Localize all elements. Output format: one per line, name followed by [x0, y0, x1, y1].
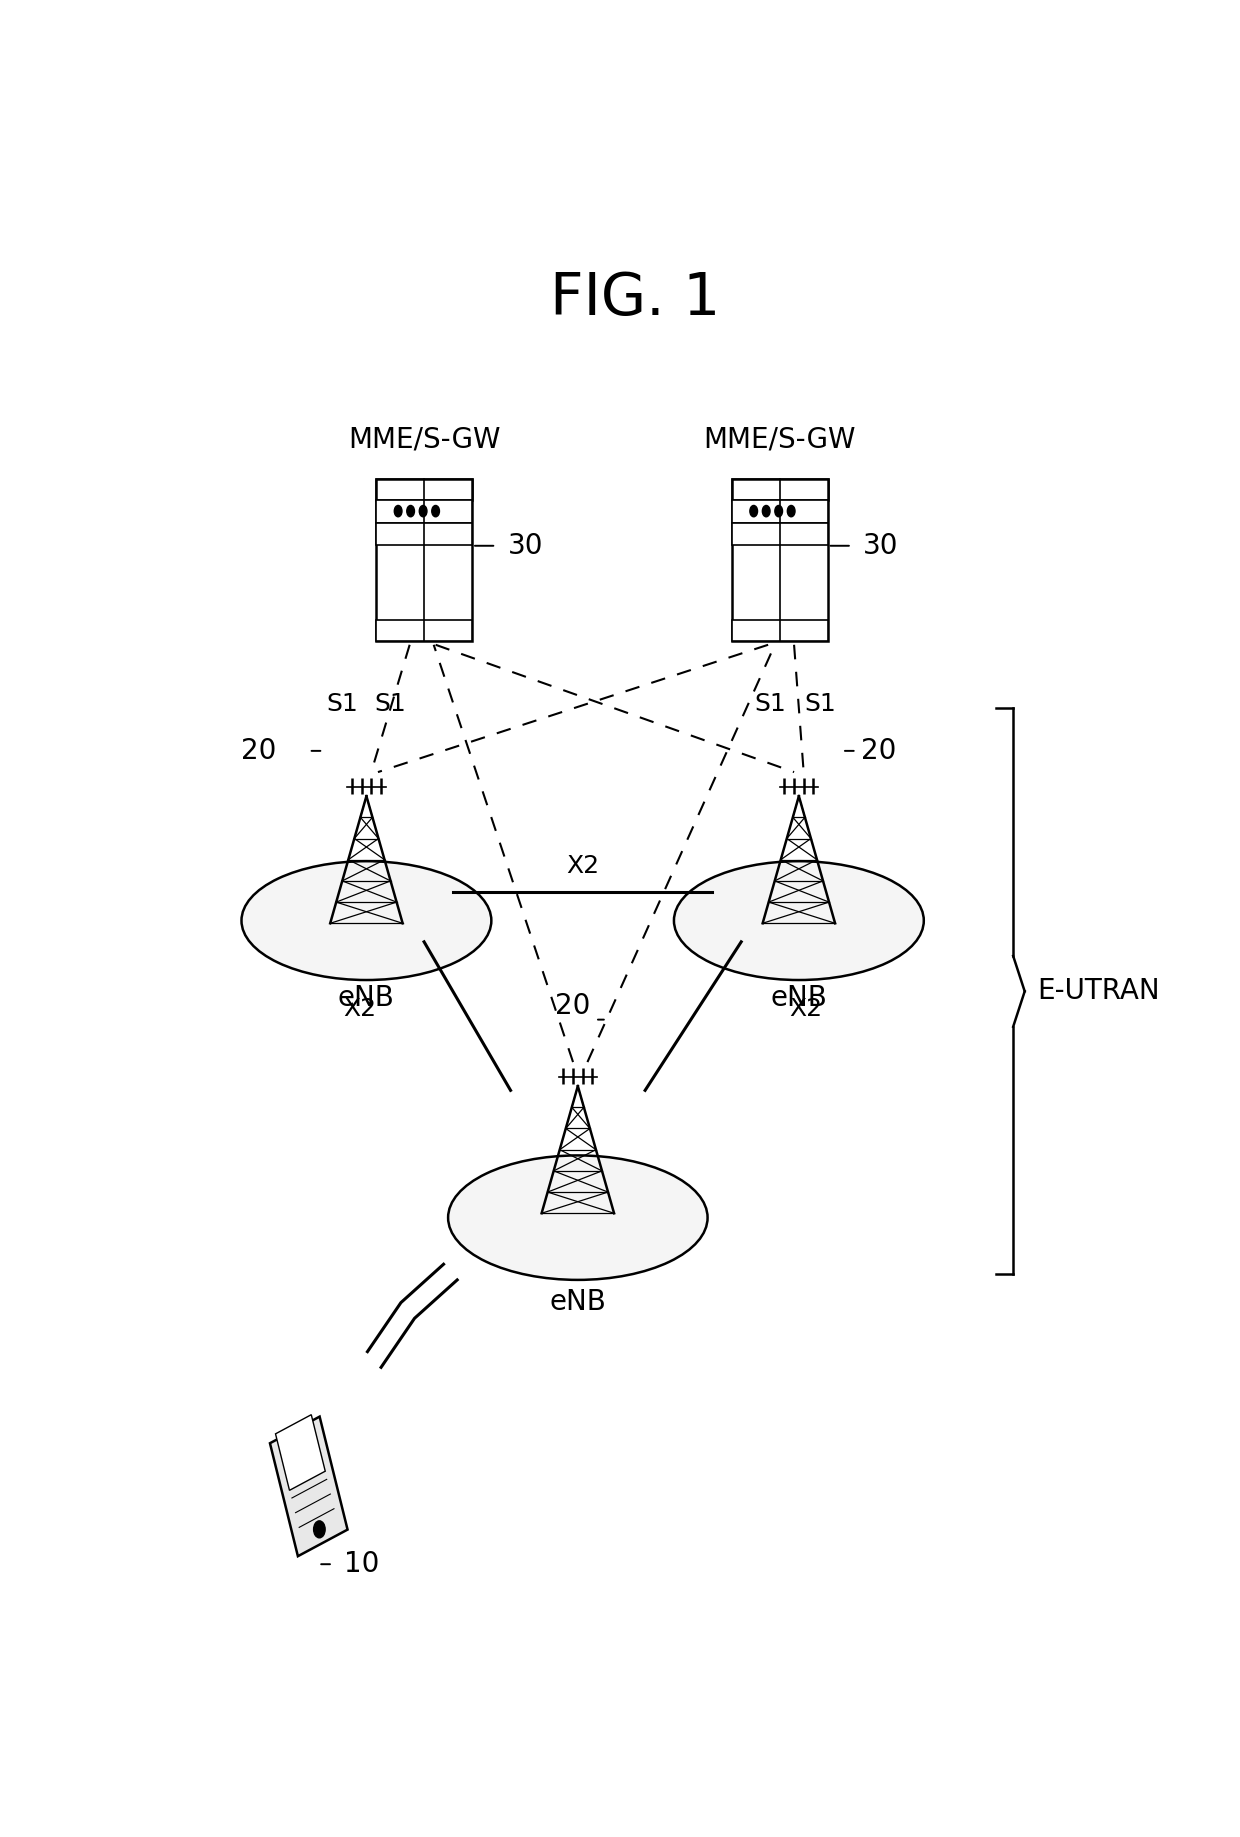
Bar	[732, 522, 828, 546]
Text: S1: S1	[326, 691, 358, 715]
Text: X2: X2	[343, 997, 376, 1021]
Text: S1: S1	[374, 691, 407, 715]
Bar	[732, 479, 828, 500]
Text: X2: X2	[789, 997, 822, 1021]
Circle shape	[763, 505, 770, 516]
Text: X2: X2	[567, 854, 599, 878]
Bar	[376, 479, 472, 641]
Circle shape	[775, 505, 782, 516]
Circle shape	[314, 1521, 325, 1538]
Ellipse shape	[242, 862, 491, 979]
Bar	[376, 522, 472, 546]
Text: S1: S1	[754, 691, 786, 715]
Circle shape	[432, 505, 439, 516]
Text: 30: 30	[863, 531, 899, 560]
Bar	[732, 500, 828, 522]
Polygon shape	[275, 1414, 325, 1490]
Text: MME/S-GW: MME/S-GW	[348, 426, 500, 454]
Ellipse shape	[448, 1155, 708, 1280]
Circle shape	[787, 505, 795, 516]
Polygon shape	[270, 1416, 347, 1556]
Bar	[376, 621, 472, 641]
Bar	[376, 500, 472, 522]
Text: 10: 10	[345, 1550, 379, 1578]
Bar	[376, 479, 472, 500]
Text: 20: 20	[862, 737, 897, 764]
Text: MME/S-GW: MME/S-GW	[703, 426, 856, 454]
Text: E-UTRAN: E-UTRAN	[1037, 977, 1159, 1005]
Text: eNB: eNB	[339, 985, 394, 1012]
Circle shape	[750, 505, 758, 516]
Text: 20: 20	[556, 992, 590, 1020]
Text: 30: 30	[507, 531, 543, 560]
Text: 20: 20	[242, 737, 277, 764]
Bar	[732, 479, 828, 641]
Bar	[732, 621, 828, 641]
Circle shape	[407, 505, 414, 516]
Circle shape	[394, 505, 402, 516]
Text: eNB: eNB	[549, 1288, 606, 1317]
Text: S1: S1	[804, 691, 836, 715]
Text: eNB: eNB	[770, 985, 827, 1012]
Ellipse shape	[675, 862, 924, 979]
Circle shape	[419, 505, 427, 516]
Text: FIG. 1: FIG. 1	[551, 270, 720, 327]
